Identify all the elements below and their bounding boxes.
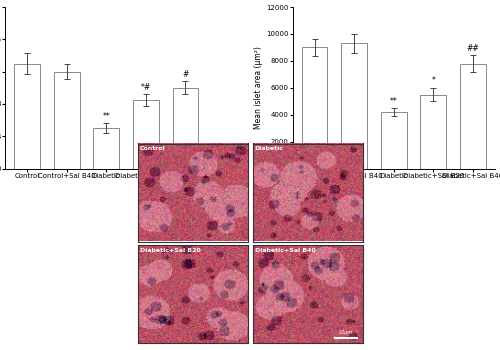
- Bar: [54, 72, 80, 169]
- Text: ##: ##: [466, 44, 479, 53]
- Text: Diabetic: Diabetic: [254, 146, 284, 152]
- Text: Diabetic+Sal B40: Diabetic+Sal B40: [254, 248, 316, 253]
- Y-axis label: Mean islet area (μm²): Mean islet area (μm²): [254, 47, 263, 129]
- Text: **: **: [102, 112, 110, 121]
- Text: Diabetic+Sal B20: Diabetic+Sal B20: [140, 248, 200, 253]
- Bar: [460, 64, 486, 169]
- Bar: [342, 43, 367, 169]
- Text: *#: *#: [140, 83, 151, 92]
- Text: **: **: [390, 97, 398, 106]
- Text: 50μm: 50μm: [339, 330, 353, 335]
- Bar: [172, 88, 199, 169]
- Bar: [302, 47, 328, 169]
- Bar: [133, 100, 158, 169]
- Bar: [420, 94, 446, 169]
- Bar: [14, 64, 40, 169]
- Bar: [381, 112, 406, 169]
- Text: *: *: [432, 76, 436, 85]
- Text: #: #: [182, 70, 188, 79]
- Text: Control: Control: [140, 146, 166, 152]
- Bar: [94, 128, 119, 169]
